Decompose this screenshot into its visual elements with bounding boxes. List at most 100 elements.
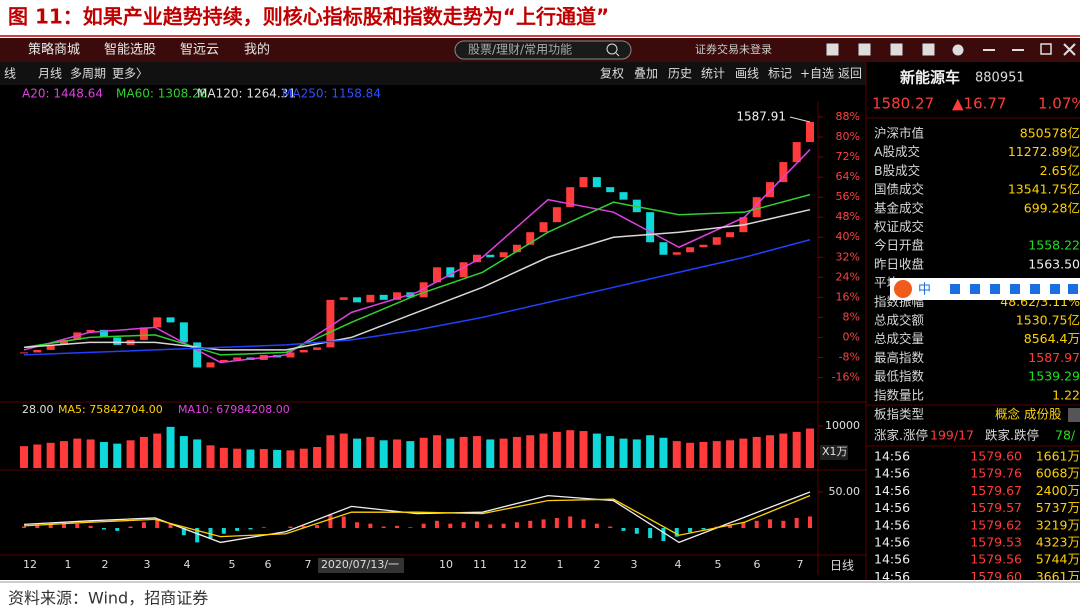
volume-bar [339, 433, 348, 468]
macd-bar [35, 525, 40, 529]
ma-line [23, 149, 811, 364]
volume-bar [592, 433, 601, 468]
volume-bar [552, 431, 561, 468]
volume-bar [33, 444, 42, 468]
candle [166, 317, 175, 323]
volume-bar [686, 442, 695, 468]
y-tick-label: 16% [836, 290, 860, 303]
candle [619, 192, 628, 200]
volume-bar [646, 435, 655, 468]
macd-bar [688, 528, 693, 533]
toolbar-item[interactable]: 叠加 [634, 67, 658, 81]
toolbar-item[interactable]: 更多〉 [112, 67, 148, 81]
toolbar-item[interactable]: 月线 [38, 67, 62, 81]
macd-bar [155, 519, 160, 529]
stat-value: 699.28亿 [1024, 200, 1080, 215]
trade-price: 1579.57 [970, 500, 1022, 515]
macd-bar [661, 528, 666, 541]
x-tick-label: 4 [184, 558, 191, 571]
trade-volume: 3219万 [1036, 517, 1080, 532]
x-tick-label: 11 [473, 558, 487, 571]
icon[interactable] [922, 43, 935, 56]
search-placeholder: 股票/理财/常用功能 [468, 43, 572, 57]
candle [113, 337, 122, 345]
breadth-value: 199/17 [930, 428, 974, 443]
trade-price: 1579.76 [970, 466, 1022, 481]
macd-bar [341, 516, 346, 529]
restore-icon[interactable] [1040, 43, 1052, 55]
toolbar-item[interactable]: 标记 [768, 67, 792, 81]
toolbar-item[interactable]: 历史 [668, 67, 692, 81]
candle [219, 359, 228, 363]
y-tick-label: 0% [843, 330, 860, 343]
candle [779, 162, 788, 183]
stat-label: 昨日收盘 [874, 256, 924, 271]
volume-bar [259, 449, 268, 468]
window-icons [826, 43, 1076, 56]
x-tick-label: 12 [513, 558, 527, 571]
toolbar-item[interactable]: +自选 [800, 67, 834, 81]
breadth-value: 78/ [1055, 428, 1076, 443]
close-icon[interactable] [1063, 43, 1076, 56]
ime-logo [894, 280, 912, 298]
macd-bar [754, 520, 759, 529]
y-tick-label: 8% [843, 310, 860, 323]
toolbar-item[interactable]: 画线 [735, 67, 759, 81]
ime-icon[interactable] [1068, 284, 1078, 294]
ime-icon[interactable] [970, 284, 980, 294]
candle [792, 142, 801, 163]
ime-toolbar[interactable] [890, 278, 1080, 300]
search-box[interactable] [454, 40, 632, 60]
icon[interactable] [858, 43, 871, 56]
volume-bar [739, 438, 748, 468]
y-tick-label: 64% [836, 170, 860, 183]
candle [699, 244, 708, 248]
breadth-label: 涨家.涨停 [874, 428, 928, 443]
toolbar-item[interactable]: 多周期 [70, 67, 106, 81]
menu-item[interactable]: 智能选股 [104, 43, 156, 58]
stat-label: B股成交 [874, 163, 920, 178]
x-tick-label: 10 [439, 558, 453, 571]
trade-time: 14:56 [874, 569, 910, 584]
candle [539, 222, 548, 233]
ime-icon[interactable] [950, 284, 960, 294]
icon[interactable] [826, 43, 839, 56]
stat-label: 最高指数 [874, 350, 925, 365]
ime-icon[interactable] [990, 284, 1000, 294]
volume-bar [472, 436, 481, 468]
toolbar-item[interactable]: 线 [4, 67, 16, 81]
volume-bar [419, 437, 428, 468]
menu-item[interactable]: 我的 [244, 42, 270, 58]
trade-price: 1579.53 [970, 535, 1022, 550]
toolbar-item[interactable]: 复权 [600, 67, 624, 81]
toolbar-item[interactable]: 统计 [701, 67, 725, 81]
macd-bar [328, 515, 333, 529]
y-tick-label: 72% [836, 150, 860, 163]
macd-bar [701, 528, 706, 530]
y-tick-label: 40% [836, 230, 860, 243]
macd-bar [141, 522, 146, 529]
volume-bar [486, 439, 495, 468]
macd-bar [808, 516, 812, 529]
ma-legend: MA120: 1264.31 [197, 87, 296, 101]
x-tick-label: 5 [715, 558, 722, 571]
search-icon[interactable] [606, 43, 618, 55]
menu-item[interactable]: 智远云 [180, 43, 219, 58]
ime-icon[interactable] [1050, 284, 1060, 294]
menu-item[interactable]: 策略商城 [28, 42, 80, 58]
ime-icon[interactable] [1030, 284, 1040, 294]
macd-bar [395, 525, 400, 529]
date-box [318, 558, 404, 573]
macd-bar [61, 522, 66, 529]
candle [432, 267, 441, 283]
candle [99, 329, 108, 338]
ime-icon[interactable] [1010, 284, 1020, 294]
ma-line [23, 208, 811, 351]
trade-price: 1579.60 [970, 449, 1022, 464]
trade-volume: 3661万 [1036, 569, 1080, 584]
settings-icon[interactable] [952, 44, 964, 56]
volume-bar [353, 438, 362, 468]
toolbar-item[interactable]: 返回 [838, 67, 862, 81]
icon[interactable] [890, 43, 903, 56]
ma-legend: A20: 1448.64 [22, 87, 103, 101]
